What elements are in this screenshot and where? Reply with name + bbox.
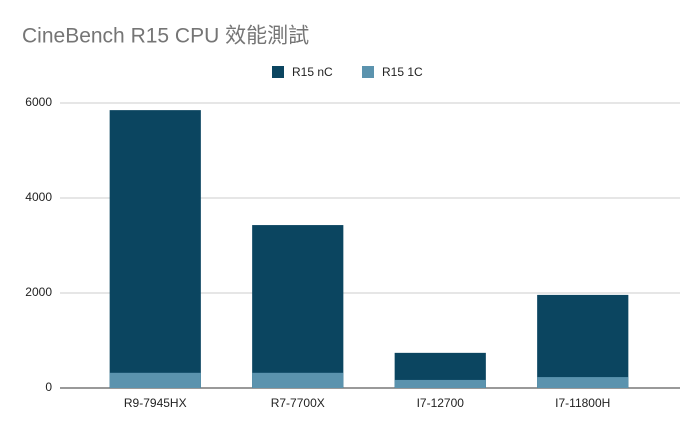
bar: [109, 372, 201, 388]
bar: [109, 110, 201, 388]
legend-label: R15 nC: [292, 65, 333, 79]
x-tick-label: I7-11800H: [555, 396, 610, 410]
bar: [252, 372, 344, 388]
x-tick-label: R9-7945HX: [124, 396, 187, 410]
y-tick-label: 0: [45, 380, 52, 394]
chart-title: CineBench R15 CPU 效能測試: [22, 25, 309, 48]
legend-swatch: [362, 66, 374, 78]
y-tick-label: 2000: [25, 285, 52, 299]
bar: [394, 379, 486, 388]
bar: [537, 377, 629, 388]
x-tick-label: R7-7700X: [271, 396, 325, 410]
legend-swatch: [272, 66, 284, 78]
bar: [252, 225, 344, 388]
y-tick-label: 6000: [25, 95, 52, 109]
x-tick-label: I7-12700: [417, 396, 465, 410]
bar: [537, 294, 629, 388]
y-tick-label: 4000: [25, 190, 52, 204]
legend-label: R15 1C: [382, 65, 423, 79]
